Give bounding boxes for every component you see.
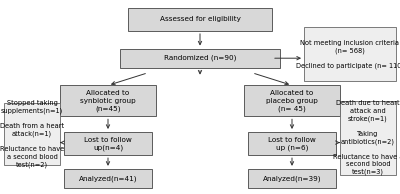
FancyBboxPatch shape — [248, 169, 336, 188]
Text: Death due to heart
attack and
stroke(n=1)

Taking
antibiotics(n=2)

Reluctance t: Death due to heart attack and stroke(n=1… — [333, 100, 400, 175]
FancyBboxPatch shape — [64, 169, 152, 188]
Text: Analyzed(n=41): Analyzed(n=41) — [79, 175, 137, 182]
FancyBboxPatch shape — [60, 85, 156, 116]
Text: Allocated to
placebo group
(n= 45): Allocated to placebo group (n= 45) — [266, 90, 318, 112]
Text: Analyzed(n=39): Analyzed(n=39) — [263, 175, 321, 182]
FancyBboxPatch shape — [64, 132, 152, 155]
FancyBboxPatch shape — [120, 48, 280, 68]
Text: Assessed for eligibility: Assessed for eligibility — [160, 16, 240, 22]
FancyBboxPatch shape — [4, 103, 60, 165]
Text: Stopped taking
supplements(n=1)

Death from a heart
attack(n=1)

Reluctance to h: Stopped taking supplements(n=1) Death fr… — [0, 100, 64, 168]
Text: Not meeting inclusion criteria
(n= 568)

Declined to participate (n= 110): Not meeting inclusion criteria (n= 568) … — [296, 40, 400, 69]
Text: Randomized (n=90): Randomized (n=90) — [164, 55, 236, 61]
FancyBboxPatch shape — [248, 132, 336, 155]
Text: Lost to follow
up (n=6): Lost to follow up (n=6) — [268, 137, 316, 151]
FancyBboxPatch shape — [128, 8, 272, 31]
FancyBboxPatch shape — [304, 27, 396, 81]
Text: Allocated to
synbiotic group
(n=45): Allocated to synbiotic group (n=45) — [80, 90, 136, 112]
FancyBboxPatch shape — [340, 101, 396, 175]
Text: Lost to follow
up(n=4): Lost to follow up(n=4) — [84, 137, 132, 151]
FancyBboxPatch shape — [244, 85, 340, 116]
